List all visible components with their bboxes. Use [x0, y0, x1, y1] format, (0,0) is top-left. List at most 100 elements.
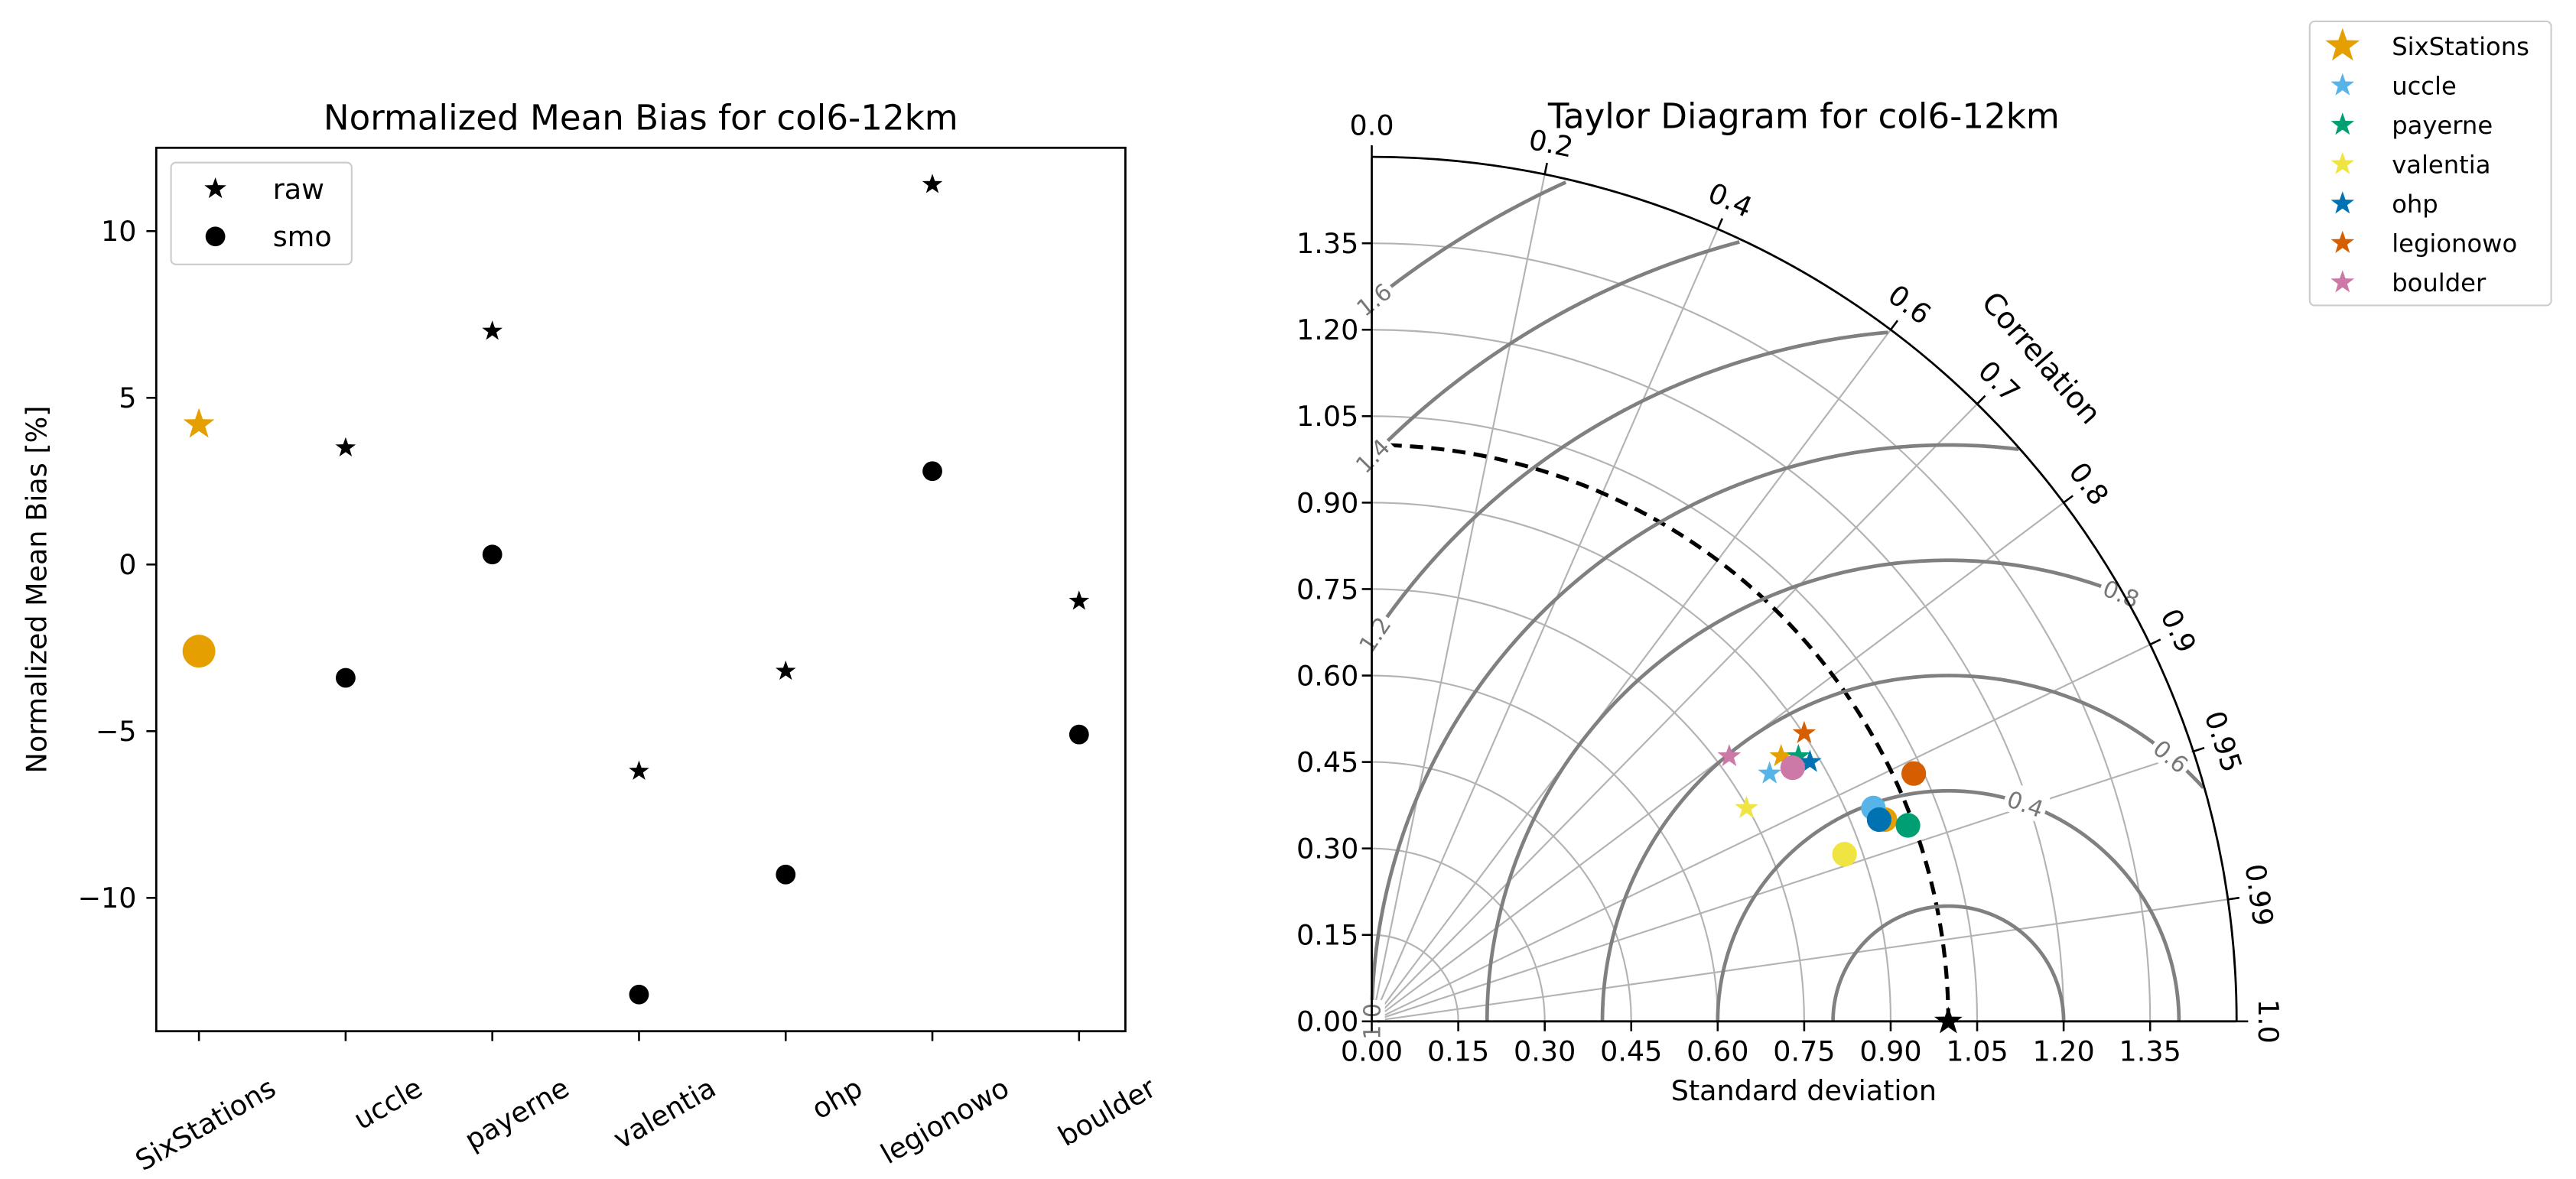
legend-label-valentia: valentia	[2392, 151, 2490, 180]
taylor-reference-point	[1934, 1006, 1963, 1034]
smo-point	[776, 864, 796, 885]
smo-point	[629, 984, 649, 1005]
legend-label: smo	[273, 220, 332, 253]
taylor-panel: Taylor Diagram for col6-12km 0.4 0.6 0.8 1.…	[1296, 96, 2285, 1107]
bias-y-tick-label: −10	[77, 882, 136, 914]
taylor-raw-point-ohp	[1798, 749, 1822, 772]
std-y-tick-label: 0.45	[1296, 745, 1358, 778]
legend-marker-ohp	[2330, 191, 2355, 214]
taylor-grid	[1371, 174, 2229, 1022]
bias-x-tick-label: SixStations	[130, 1071, 281, 1177]
rms-contour	[1373, 180, 1567, 301]
corr-tick-label: 0.8	[2062, 456, 2115, 512]
legend-marker-legionowo	[2330, 230, 2355, 253]
std-gridline	[1371, 415, 1979, 1021]
std-y-tick-label: 0.60	[1296, 659, 1358, 692]
std-y-tick-label: 0.75	[1296, 573, 1358, 606]
std-y-tick-label: 0.00	[1296, 1005, 1358, 1038]
rms-contour	[1831, 904, 2066, 1021]
taylor-raw-point-legionowo	[1792, 720, 1817, 743]
legend-marker-valentia	[2330, 151, 2355, 174]
std-gridline	[1371, 329, 2065, 1021]
taylor-rms-contours: 0.40.60.81.01.21.41.6	[1345, 180, 2205, 1043]
bias-chart-title: Normalized Mean Bias for col6-12km	[324, 98, 958, 138]
std-x-tick-label: 0.30	[1514, 1034, 1576, 1067]
std-y-tick-label: 1.35	[1296, 227, 1358, 260]
bias-x-tick-label: boulder	[1052, 1071, 1161, 1153]
std-gridline	[1371, 588, 1805, 1021]
std-gridline	[1371, 674, 1719, 1021]
smo-point	[336, 667, 356, 688]
corr-tick	[1889, 320, 1899, 331]
taylor-raw-point-boulder	[1717, 743, 1742, 767]
corr-tick	[2063, 495, 2073, 504]
std-gridline	[1371, 847, 1546, 1021]
legend-label-uccle: uccle	[2392, 71, 2457, 100]
bias-x-tick-label: ohp	[806, 1071, 868, 1126]
raw-point	[1068, 590, 1090, 610]
rms-contour	[1600, 674, 2205, 1021]
std-y-tick-label: 0.90	[1296, 486, 1358, 519]
bias-plot-frame	[154, 146, 1127, 1033]
corr-tick-label: 1.0	[2252, 999, 2285, 1044]
rms-contour-label: 1.2	[1355, 612, 1397, 658]
taylor-outer-arc	[1371, 155, 2238, 1021]
corr-tick	[1716, 218, 1724, 230]
raw-point	[922, 174, 943, 193]
std-gridline	[1371, 242, 2152, 1021]
std-x-tick-label: 0.00	[1341, 1034, 1403, 1067]
legend-label-ohp: ohp	[2392, 190, 2438, 219]
taylor-chart-title: Taylor Diagram for col6-12km	[1547, 96, 2060, 137]
taylor-raw-point-payerne	[1787, 743, 1810, 767]
raw-point	[335, 437, 356, 456]
rms-label-bg	[2145, 729, 2198, 781]
bias-y-axis: 10 5 0 −5 −10	[77, 215, 157, 914]
std-x-tick-label: 0.15	[1427, 1034, 1489, 1067]
std-y-tick-label: 1.05	[1296, 400, 1358, 433]
taylor-smo-point-legionowo	[1901, 761, 1927, 786]
rms-label-bg	[1348, 607, 1398, 660]
taylor-smo-point-payerne	[1895, 813, 1921, 838]
std-y-tick-label: 1.20	[1296, 313, 1358, 346]
corr-tick-label: 0.4	[1703, 177, 1757, 225]
taylor-raw-point-valentia	[1735, 795, 1758, 818]
legend-label-SixStations: SixStations	[2392, 32, 2529, 61]
corr-tick	[2149, 638, 2161, 646]
bias-y-axis-label: Normalized Mean Bias [%]	[20, 406, 53, 774]
taylor-x-axis-label: Standard deviation	[1671, 1074, 1937, 1107]
bias-y-tick-label: 5	[119, 382, 136, 414]
taylor-raw-point-uccle	[1758, 761, 1781, 784]
bias-x-tick-label: valentia	[608, 1071, 721, 1156]
corr-tick-label: 0.99	[2239, 862, 2280, 928]
legend-label: raw	[273, 173, 324, 206]
legend-marker-uccle	[2330, 73, 2355, 96]
legend-label-payerne: payerne	[2392, 111, 2493, 140]
rms-label-bg	[2000, 781, 2051, 824]
taylor-smo-point-valentia	[1832, 842, 1857, 867]
taylor-frame: 0.000.000.150.150.300.300.450.450.600.60…	[1296, 109, 2285, 1068]
std-y-tick-label: 0.15	[1296, 919, 1358, 952]
legend-label-boulder: boulder	[2392, 268, 2487, 297]
rms-label-bg	[1347, 273, 1400, 323]
raw-point	[629, 760, 649, 780]
raw-point	[775, 660, 796, 680]
smo-point	[922, 461, 942, 482]
station-legend: SixStations uccle payerne valentia ohp legion…	[2308, 20, 2552, 307]
station-legend-box	[2308, 20, 2552, 307]
std-x-tick-label: 0.90	[1859, 1034, 1921, 1067]
std-x-tick-label: 1.35	[2119, 1034, 2181, 1067]
corr-tick-label: 0.9	[2154, 604, 2203, 658]
rms-contour	[1370, 443, 2019, 1021]
bias-panel: Normalized Mean Bias for col6-12km 10 5 0 −…	[20, 98, 1161, 1177]
corr-tick	[2193, 746, 2205, 752]
legend-label-legionowo: legionowo	[2392, 229, 2517, 258]
legend-smo-marker	[205, 226, 226, 247]
raw-point	[183, 408, 215, 438]
rms-contour	[1716, 788, 2181, 1021]
legend-marker-boulder	[2330, 270, 2355, 293]
smo-point	[182, 635, 216, 668]
corr-tick-label: 0.0	[1349, 109, 1394, 142]
corr-tick	[1543, 162, 1548, 175]
std-gridline	[1371, 502, 1892, 1021]
